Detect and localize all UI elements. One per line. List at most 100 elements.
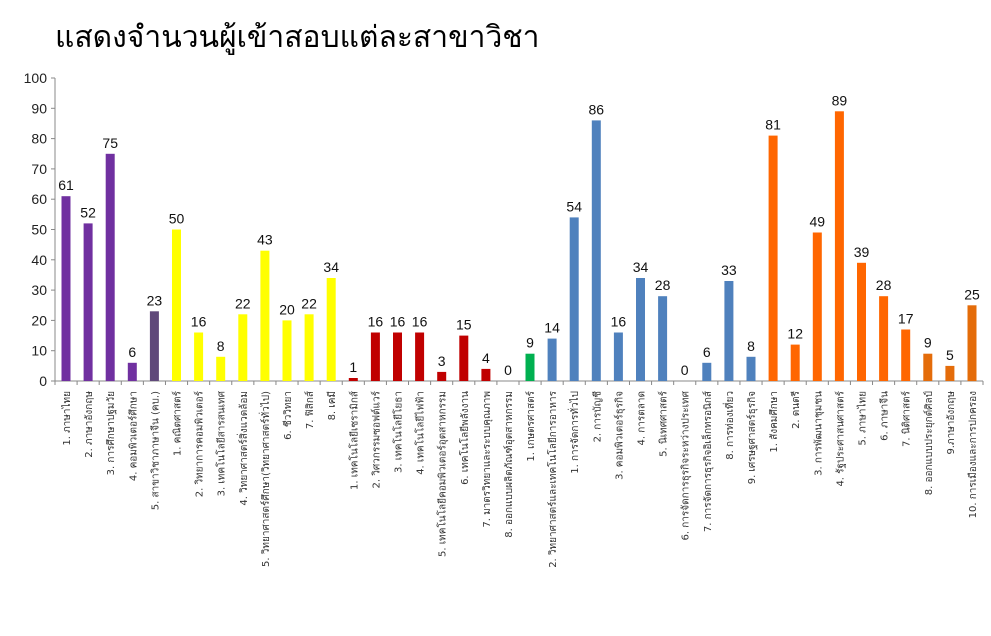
data-label: 28 — [655, 277, 671, 293]
data-label: 8 — [217, 338, 225, 354]
category-label: 7. มาตรวิทยาและระบบคุณภาพ — [482, 391, 493, 528]
data-label: 86 — [589, 101, 605, 117]
bar — [702, 362, 712, 381]
bar — [437, 371, 447, 381]
bar — [658, 296, 668, 381]
bar — [105, 153, 115, 382]
bar — [812, 232, 822, 381]
data-label: 9 — [924, 335, 932, 351]
data-label: 33 — [721, 262, 737, 278]
y-tick-label: 60 — [31, 191, 47, 207]
bar — [149, 311, 159, 381]
category-label: 7. นิติศาสตร์ — [901, 390, 913, 447]
data-label: 9 — [526, 335, 534, 351]
bar — [370, 332, 380, 381]
data-label: 39 — [854, 244, 870, 260]
data-label: 8 — [747, 338, 755, 354]
bar — [613, 332, 623, 381]
bar — [172, 229, 181, 381]
category-label: 8. การท่องเที่ยว — [722, 391, 736, 460]
bar — [923, 353, 933, 381]
category-label: 9.ภาษาอังกฤษ — [946, 391, 957, 455]
bar — [901, 329, 911, 381]
data-label: 16 — [611, 314, 627, 330]
data-label: 0 — [681, 362, 689, 378]
data-label: 22 — [301, 295, 317, 311]
data-label: 89 — [832, 92, 848, 108]
category-label: 3. เทคโนโลยีโยธา — [392, 391, 405, 473]
category-label: 6. ชีววิทยา — [282, 391, 294, 440]
bar — [83, 223, 93, 381]
data-label: 14 — [544, 320, 560, 336]
category-label: 1. เกษตรศาสตร์ — [525, 390, 537, 461]
y-tick-label: 50 — [31, 222, 47, 238]
bar — [834, 111, 844, 382]
data-label: 4 — [482, 350, 490, 366]
category-label: 5. เทคโนโลยีคอมพิวเตอร์อุตสาหกรรม — [436, 391, 449, 557]
data-label: 34 — [323, 259, 339, 275]
data-label: 16 — [368, 314, 384, 330]
data-label: 15 — [456, 317, 472, 333]
bar — [768, 135, 778, 381]
bar — [724, 281, 734, 381]
category-label: 10. การเมืองและการปกครอง — [967, 391, 979, 518]
category-label: 5. สาขาวิชาภาษาจีน (คบ.) — [149, 391, 161, 510]
bar — [348, 378, 358, 381]
chart-title: แสดงจำนวนผู้เข้าสอบแต่ละสาขาวิชา — [55, 20, 540, 55]
data-label: 43 — [257, 232, 273, 248]
category-label: 1. สังคมศึกษา — [768, 391, 780, 453]
category-label: 8. เคมี — [326, 391, 338, 420]
category-label: 2. วิทยาศาสตร์และเทคโนโลยีการอาหาร — [546, 390, 559, 567]
category-label: 4. รัฐประศาสนศาสตร์ — [834, 390, 846, 486]
category-label: 5. นิเทศศาสตร์ — [658, 390, 670, 456]
bar — [194, 332, 204, 381]
bar — [525, 353, 535, 381]
data-label: 75 — [102, 135, 118, 151]
bar — [967, 305, 977, 382]
data-label: 5 — [946, 347, 954, 363]
category-label: 8. ออกแบบผลิตภัณฑ์อุตสาหกรรม — [503, 391, 515, 538]
category-label: 2. ภาษาอังกฤษ — [84, 391, 95, 458]
category-label: 4. วิทยาศาสตร์สิ่งแวดล้อม — [236, 391, 250, 506]
bar — [326, 278, 336, 381]
y-tick-label: 30 — [31, 282, 47, 298]
bar — [481, 368, 491, 381]
bar — [636, 278, 645, 381]
data-label: 16 — [191, 314, 207, 330]
bar — [945, 365, 955, 381]
bar — [282, 320, 292, 381]
category-label: 7. การจัดการธุรกิจอิเล็กทรอนิกส์ — [700, 391, 714, 532]
bar — [879, 296, 889, 381]
data-label: 50 — [169, 211, 185, 227]
bar — [746, 356, 756, 381]
bar — [127, 362, 137, 381]
data-label: 16 — [390, 314, 406, 330]
category-label: 3. เทคโนโลยีสารสนเทศ — [215, 390, 228, 496]
category-label: 3. การพัฒนาชุมชน — [813, 391, 824, 476]
bar — [238, 314, 248, 381]
category-label: 6. ภาษาจีน — [879, 391, 891, 441]
category-label: 4. การตลาด — [637, 391, 648, 446]
y-tick-label: 90 — [31, 100, 47, 116]
data-label: 61 — [58, 177, 74, 193]
bar — [216, 356, 226, 381]
category-label: 6. เทคโนโลยีพลังงาน — [458, 391, 471, 485]
bar — [459, 335, 469, 381]
category-label: 9. เศรษฐศาสตร์ธุรกิจ — [746, 391, 758, 484]
data-label: 6 — [703, 344, 711, 360]
data-label: 49 — [810, 214, 826, 230]
bar — [393, 332, 402, 381]
data-label: 20 — [279, 301, 295, 317]
category-label: 3. การศึกษาปฐมวัย — [105, 391, 117, 475]
category-label: 1. เทคโนโลยีเซรามิกส์ — [347, 391, 360, 490]
bar — [547, 338, 557, 381]
category-label: 2. ดนตรี — [790, 390, 802, 429]
bar — [591, 120, 601, 382]
bar — [790, 344, 800, 381]
category-label: 4. เทคโนโลยีไฟฟ้า — [414, 391, 427, 475]
bar — [304, 314, 314, 381]
data-label: 6 — [128, 344, 136, 360]
bar — [61, 196, 71, 381]
bar — [857, 262, 866, 381]
bar — [260, 250, 270, 381]
